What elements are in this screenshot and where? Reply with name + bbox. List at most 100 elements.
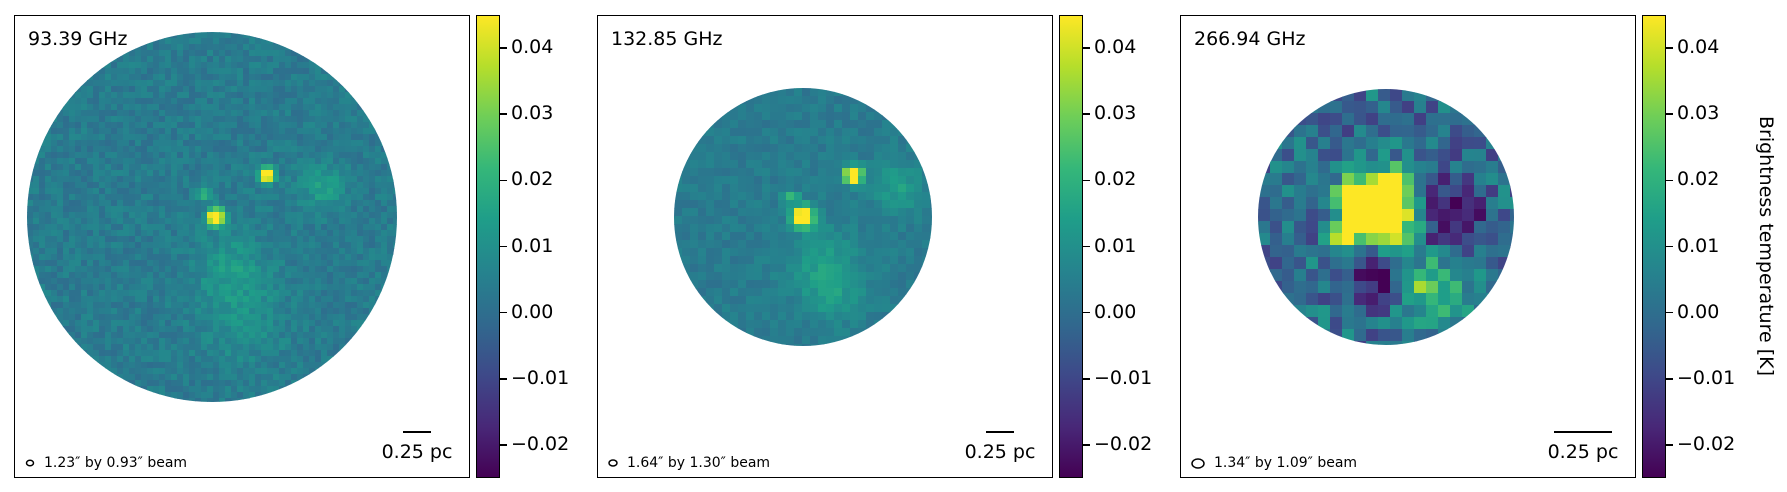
map-pixel <box>39 164 46 171</box>
map-pixel <box>111 350 118 357</box>
map-pixel <box>231 326 238 333</box>
map-pixel <box>315 326 322 333</box>
map-pixel <box>914 264 923 273</box>
map-pixel <box>135 272 142 279</box>
map-pixel <box>81 266 88 273</box>
map-pixel <box>147 266 154 273</box>
map-pixel <box>255 392 262 399</box>
map-pixel <box>183 314 190 321</box>
colorbar-tick <box>1666 245 1673 248</box>
map-pixel <box>1498 281 1511 294</box>
map-pixel <box>159 380 166 387</box>
map-pixel <box>219 290 226 297</box>
map-pixel <box>57 116 64 123</box>
map-pixel <box>303 224 310 231</box>
map-pixel <box>147 302 154 309</box>
map-pixel <box>51 152 58 159</box>
map-pixel <box>261 140 268 147</box>
map-pixel <box>858 136 867 145</box>
map-pixel <box>786 280 795 289</box>
map-pixel <box>898 192 907 201</box>
map-pixel <box>165 308 172 315</box>
map-pixel <box>722 112 731 121</box>
map-pixel <box>33 176 40 183</box>
map-pixel <box>722 176 731 185</box>
map-pixel <box>357 308 364 315</box>
map-pixel <box>890 216 899 225</box>
map-pixel <box>786 112 795 121</box>
map-pixel <box>303 188 310 195</box>
map-pixel <box>117 62 124 69</box>
map-pixel <box>754 200 763 209</box>
map-pixel <box>129 110 136 117</box>
map-pixel <box>243 362 250 369</box>
map-pixel <box>189 170 196 177</box>
map-pixel <box>231 158 238 165</box>
map-pixel <box>722 320 731 329</box>
map-pixel <box>279 170 286 177</box>
map-pixel <box>279 188 286 195</box>
map-pixel <box>69 188 76 195</box>
map-pixel <box>930 216 932 225</box>
map-pixel <box>93 218 100 225</box>
map-pixel <box>69 290 76 297</box>
map-pixel <box>387 176 394 183</box>
map-pixel <box>141 242 148 249</box>
map-pixel <box>1450 149 1463 162</box>
map-pixel <box>1450 269 1463 282</box>
map-pixel <box>714 152 723 161</box>
map-pixel <box>81 164 88 171</box>
map-pixel <box>237 50 244 57</box>
map-pixel <box>357 326 364 333</box>
map-pixel <box>195 374 202 381</box>
map-pixel <box>69 320 76 327</box>
map-pixel <box>159 296 166 303</box>
map-pixel <box>309 260 316 267</box>
map-pixel <box>1366 269 1379 282</box>
map-pixel <box>1510 233 1514 246</box>
map-pixel <box>189 128 196 135</box>
map-pixel <box>75 86 82 93</box>
map-pixel <box>51 170 58 177</box>
map-pixel <box>770 192 779 201</box>
map-pixel <box>57 254 64 261</box>
map-pixel <box>698 208 707 217</box>
map-pixel <box>882 200 891 209</box>
map-pixel <box>93 146 100 153</box>
map-pixel <box>351 326 358 333</box>
map-pixel <box>345 146 352 153</box>
map-pixel <box>285 170 292 177</box>
colorbar-tick-label: 0.01 <box>1094 234 1137 257</box>
map-pixel <box>63 128 70 135</box>
map-pixel <box>794 344 803 346</box>
map-pixel <box>27 266 34 273</box>
map-pixel <box>339 152 346 159</box>
map-pixel <box>261 320 268 327</box>
map-pixel <box>315 116 322 123</box>
map-pixel <box>850 168 859 177</box>
map-pixel <box>321 272 328 279</box>
map-pixel <box>674 160 683 169</box>
map-pixel <box>171 344 178 351</box>
map-pixel <box>201 188 208 195</box>
map-pixel <box>135 128 142 135</box>
map-pixel <box>207 146 214 153</box>
map-pixel <box>249 140 256 147</box>
map-pixel <box>730 96 739 105</box>
map-pixel <box>255 332 262 339</box>
map-pixel <box>285 236 292 243</box>
map-pixel <box>363 236 370 243</box>
map-pixel <box>850 160 859 169</box>
map-pixel <box>219 302 226 309</box>
map-pixel <box>255 98 262 105</box>
map-pixel <box>63 326 70 333</box>
map-pixel <box>51 224 58 231</box>
map-pixel <box>1438 245 1451 258</box>
map-pixel <box>834 112 843 121</box>
map-pixel <box>255 338 262 345</box>
map-pixel <box>147 80 154 87</box>
map-pixel <box>213 260 220 267</box>
map-pixel <box>237 140 244 147</box>
map-pixel <box>866 96 875 105</box>
map-pixel <box>794 168 803 177</box>
